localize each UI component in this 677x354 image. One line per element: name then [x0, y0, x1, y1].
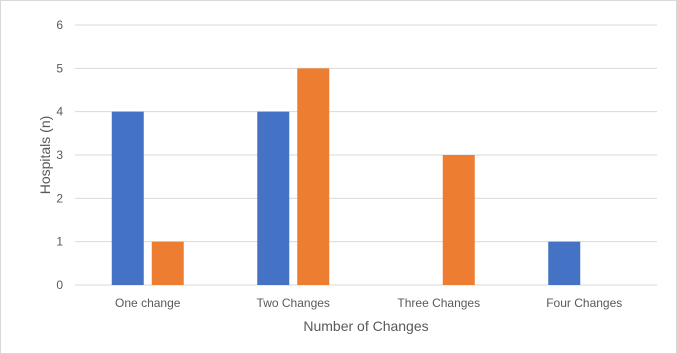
x-tick-label: Two Changes — [257, 296, 330, 310]
x-axis-title: Number of Changes — [303, 318, 428, 334]
y-tick-label: 3 — [56, 148, 63, 162]
y-tick-label: 2 — [56, 191, 63, 205]
y-tick-label: 0 — [56, 278, 63, 292]
x-tick-label: One change — [115, 296, 181, 310]
bar-series-1-one-change — [111, 111, 144, 286]
bar-series-1-four-changes — [548, 241, 581, 285]
x-tick-label: Four Changes — [546, 296, 622, 310]
bar-series-2-three-changes — [442, 155, 475, 285]
bar-series-1-two-changes — [257, 111, 290, 286]
bars — [111, 68, 581, 286]
y-tick-label: 6 — [56, 18, 63, 32]
x-tick-label: Three Changes — [397, 296, 480, 310]
x-axis-ticks: One change Two Changes Three Changes Four C… — [115, 296, 622, 310]
bar-series-2-one-change — [151, 241, 184, 285]
y-axis-title: Hospitals (n) — [37, 116, 53, 195]
y-tick-label: 1 — [56, 235, 63, 249]
y-tick-label: 5 — [56, 61, 63, 75]
y-axis-ticks: 0 1 2 3 4 5 6 — [56, 18, 63, 292]
y-tick-label: 4 — [56, 105, 63, 119]
bar-series-2-two-changes — [297, 68, 330, 285]
